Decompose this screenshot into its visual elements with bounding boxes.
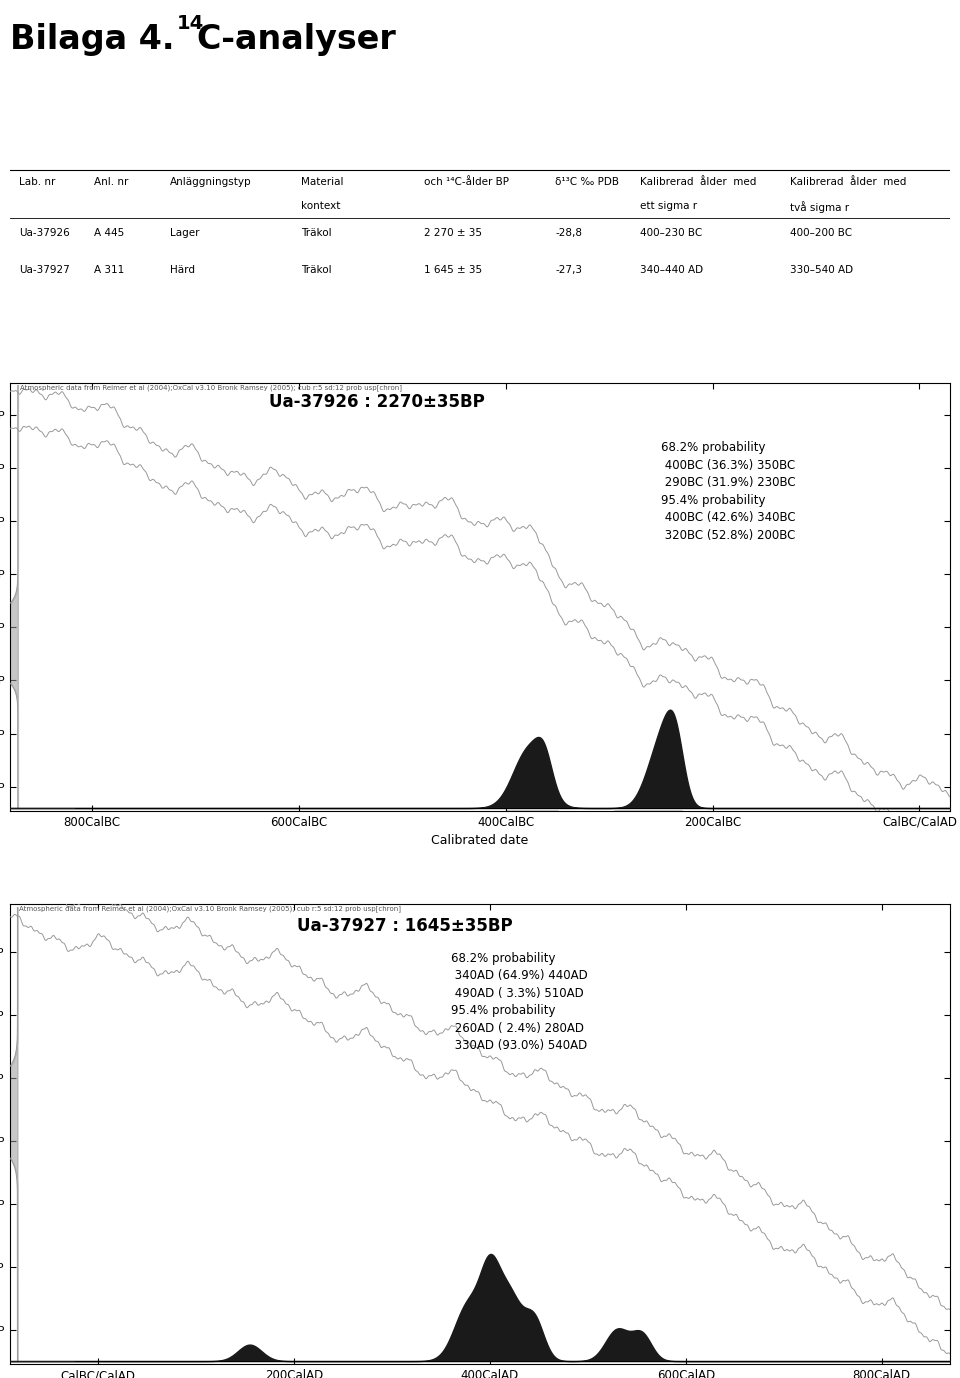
Text: Ua-37927 : 1645±35BP: Ua-37927 : 1645±35BP xyxy=(297,916,513,934)
Text: ett sigma r: ett sigma r xyxy=(640,201,697,211)
Text: Atmospheric data from Reimer et al (2004);OxCal v3.10 Bronk Ramsey (2005); cub r: Atmospheric data from Reimer et al (2004… xyxy=(19,905,401,912)
Text: två sigma r: två sigma r xyxy=(790,201,850,212)
Text: Lab. nr: Lab. nr xyxy=(19,178,56,187)
Text: 1 645 ± 35: 1 645 ± 35 xyxy=(423,265,482,274)
Text: Ua-37927: Ua-37927 xyxy=(19,265,70,274)
Text: 340–440 AD: 340–440 AD xyxy=(640,265,703,274)
Text: -27,3: -27,3 xyxy=(555,265,583,274)
Text: Kalibrerad  ålder  med: Kalibrerad ålder med xyxy=(790,178,907,187)
Text: Träkol: Träkol xyxy=(301,265,332,274)
Text: 68.2% probability
 400BC (36.3%) 350BC
 290BC (31.9%) 230BC
95.4% probability
 4: 68.2% probability 400BC (36.3%) 350BC 29… xyxy=(660,441,796,542)
Text: 400–230 BC: 400–230 BC xyxy=(640,227,702,238)
Text: Anläggningstyp: Anläggningstyp xyxy=(170,178,252,187)
Text: Bilaga 4.: Bilaga 4. xyxy=(10,22,185,55)
Text: Kalibrerad  ålder  med: Kalibrerad ålder med xyxy=(640,178,756,187)
Text: A 311: A 311 xyxy=(94,265,125,274)
Text: 330–540 AD: 330–540 AD xyxy=(790,265,853,274)
Text: C-analyser: C-analyser xyxy=(196,22,396,55)
Text: 2 270 ± 35: 2 270 ± 35 xyxy=(423,227,482,238)
Text: A 445: A 445 xyxy=(94,227,125,238)
Text: 68.2% probability
 340AD (64.9%) 440AD
 490AD ( 3.3%) 510AD
95.4% probability
 2: 68.2% probability 340AD (64.9%) 440AD 49… xyxy=(450,952,588,1051)
Text: Härd: Härd xyxy=(170,265,195,274)
Text: Lager: Lager xyxy=(170,227,199,238)
Text: kontext: kontext xyxy=(301,201,341,211)
Text: 14: 14 xyxy=(177,14,204,33)
Text: Atmospheric data from Reimer et al (2004);OxCal v3.10 Bronk Ramsey (2005); cub r: Atmospheric data from Reimer et al (2004… xyxy=(20,384,402,390)
Text: Material: Material xyxy=(301,178,344,187)
Text: δ¹³C ‰ PDB: δ¹³C ‰ PDB xyxy=(555,178,619,187)
Text: Anl. nr: Anl. nr xyxy=(94,178,129,187)
Text: Ua-37926: Ua-37926 xyxy=(19,227,70,238)
Text: Träkol: Träkol xyxy=(301,227,332,238)
Text: Ua-37926 : 2270±35BP: Ua-37926 : 2270±35BP xyxy=(269,394,485,412)
X-axis label: Calibrated date: Calibrated date xyxy=(431,834,529,847)
Text: och ¹⁴C-ålder BP: och ¹⁴C-ålder BP xyxy=(423,178,509,187)
Text: -28,8: -28,8 xyxy=(555,227,583,238)
Text: 400–200 BC: 400–200 BC xyxy=(790,227,852,238)
